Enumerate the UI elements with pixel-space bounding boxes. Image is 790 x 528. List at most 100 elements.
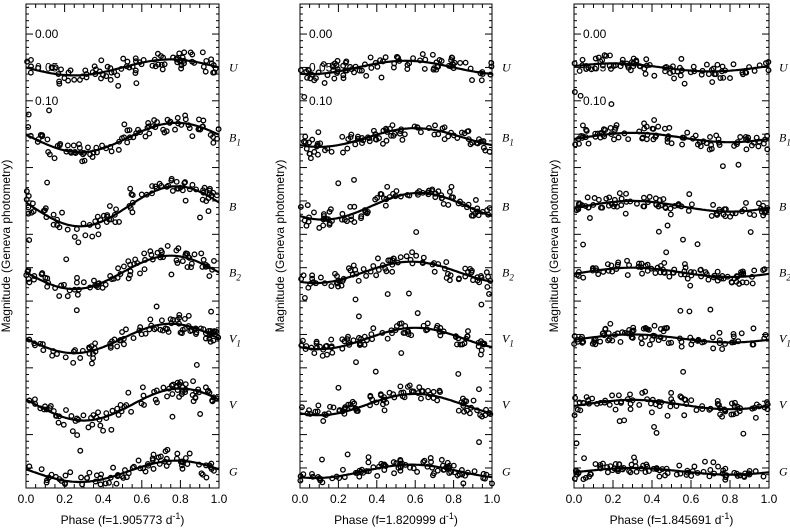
data-point: [102, 281, 109, 288]
data-point: [353, 359, 359, 366]
x-tick-label: 0.0: [18, 492, 35, 506]
data-point: [146, 130, 153, 137]
data-point: [331, 75, 338, 82]
panel-1: 0.0 0.2 0.4 0.6 0.8 1.00.000.050.10Magnitude …: [0, 3, 241, 527]
data-point: [181, 49, 188, 56]
y-tick-label: 0.10: [309, 94, 333, 108]
data-point: [135, 457, 142, 464]
data-point: [381, 407, 388, 414]
data-point: [591, 65, 598, 72]
data-point: [297, 204, 304, 210]
x-tick-label: 0.6: [407, 492, 424, 506]
data-point: [298, 404, 305, 411]
band-label: B2: [229, 265, 241, 282]
data-point: [311, 209, 317, 216]
data-point: [178, 62, 185, 69]
data-point: [444, 270, 451, 277]
data-point: [345, 136, 352, 143]
data-point: [719, 163, 726, 170]
data-point: [152, 183, 159, 190]
data-point: [120, 341, 127, 348]
data-point: [320, 61, 327, 67]
data-point: [638, 335, 645, 342]
data-point: [709, 79, 716, 85]
data-point: [730, 411, 737, 418]
panel-2: 0.0 0.2 0.4 0.6 0.8 1.0 0.00 0.05 0.10 Magnitude …: [273, 3, 514, 527]
data-point: [760, 473, 767, 480]
data-point: [615, 392, 622, 399]
data-point: [624, 272, 631, 279]
data-point: [124, 139, 131, 146]
data-point: [154, 50, 161, 57]
data-point: [690, 63, 697, 70]
data-point: [639, 389, 646, 396]
data-point: [680, 368, 687, 375]
data-point: [638, 260, 645, 267]
data-point: [341, 338, 348, 345]
data-point: [210, 134, 217, 141]
data-point: [441, 136, 448, 143]
fit-curve: [573, 466, 770, 476]
data-point: [638, 340, 645, 347]
data-point: [709, 334, 716, 341]
band-label: G: [779, 464, 788, 478]
series-B: B: [297, 183, 510, 236]
data-point: [471, 468, 478, 475]
data-point: [608, 65, 614, 72]
data-point: [68, 413, 75, 419]
data-point: [642, 469, 649, 476]
series-U: U: [571, 52, 789, 108]
series-V1: V1: [298, 310, 514, 393]
data-point: [62, 354, 69, 361]
data-point: [404, 66, 411, 72]
data-point: [451, 59, 458, 66]
data-point: [630, 327, 637, 334]
data-point: [297, 67, 304, 74]
data-point: [73, 307, 80, 314]
data-point: [319, 456, 325, 463]
data-point: [668, 389, 675, 396]
data-point: [107, 76, 114, 83]
data-point: [706, 146, 713, 153]
y-tick-label: 0.05: [309, 60, 333, 74]
data-point: [169, 413, 176, 420]
data-point: [639, 135, 646, 142]
data-point: [373, 136, 380, 143]
data-point: [73, 226, 80, 233]
data-point: [434, 397, 441, 404]
x-axis-title: Phase (f=1.820999 d-1): [334, 511, 458, 527]
data-point: [141, 266, 148, 273]
data-point: [64, 226, 71, 233]
data-point: [173, 257, 180, 264]
data-point: [448, 54, 455, 61]
data-point: [147, 248, 154, 255]
data-point: [132, 55, 139, 62]
data-point: [188, 260, 195, 267]
data-point: [174, 260, 181, 266]
data-point: [115, 265, 122, 272]
data-point: [162, 325, 169, 332]
data-point: [172, 126, 178, 133]
data-point: [205, 208, 212, 215]
data-point: [476, 386, 482, 393]
data-point: [147, 316, 154, 323]
data-point: [340, 75, 347, 82]
data-point: [327, 403, 333, 410]
data-point: [651, 322, 658, 329]
data-point: [361, 341, 368, 348]
fit-curve: [573, 62, 770, 73]
data-point: [631, 454, 637, 461]
data-point: [158, 317, 165, 324]
data-point: [609, 337, 616, 344]
data-point: [165, 329, 172, 335]
data-point: [710, 201, 717, 208]
data-point: [190, 378, 197, 385]
data-point: [673, 471, 680, 478]
data-point: [488, 59, 495, 66]
data-point: [314, 151, 321, 158]
data-point: [182, 389, 189, 396]
data-point: [448, 183, 455, 190]
x-tick-label: 0.4: [644, 492, 661, 506]
data-point: [354, 133, 361, 140]
